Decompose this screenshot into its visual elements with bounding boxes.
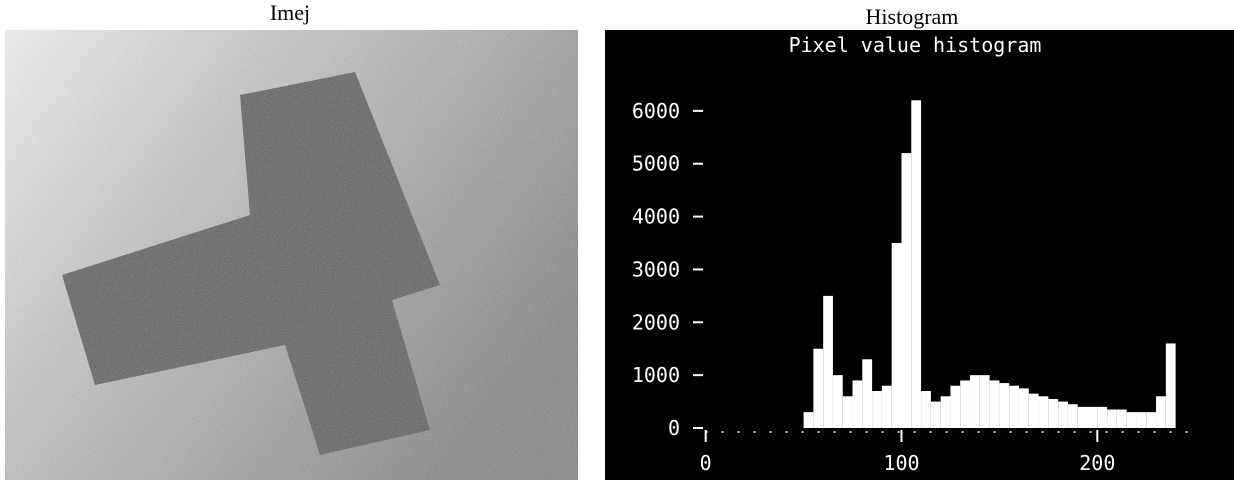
y-tick-label: 4000 [632, 205, 680, 229]
bar [833, 375, 843, 428]
chart-title: Pixel value histogram [789, 33, 1042, 57]
bar [853, 380, 863, 428]
bar [960, 380, 970, 428]
bar [1136, 412, 1146, 428]
bar [1029, 394, 1039, 428]
bar [872, 391, 882, 428]
image-caption: Imej [270, 0, 310, 25]
bar [921, 391, 931, 428]
y-tick-label: 5000 [632, 152, 680, 176]
bar [823, 296, 833, 428]
bar [882, 386, 892, 428]
bar [1048, 399, 1058, 428]
bar [1039, 396, 1049, 428]
bar [1009, 386, 1019, 428]
bar [941, 396, 951, 428]
bar [990, 380, 1000, 428]
bar [970, 375, 980, 428]
bar [911, 100, 921, 428]
bar [901, 153, 911, 428]
y-tick-label: 3000 [632, 257, 680, 281]
bar [1117, 410, 1127, 429]
bar [804, 412, 814, 428]
bar [1078, 407, 1088, 428]
bar [1019, 388, 1029, 428]
bar [1107, 410, 1117, 429]
bar [813, 349, 823, 428]
x-tick-label: 200 [1079, 451, 1115, 475]
bar [1166, 343, 1176, 428]
bar [1068, 404, 1078, 428]
figure: Imej Histogram Pixel value histogram 0 10… [0, 0, 1234, 480]
bar [1097, 407, 1107, 428]
bar [1146, 412, 1156, 428]
bar [1088, 407, 1098, 428]
y-tick-label: 0 [668, 416, 680, 440]
page: {"figure": {"image_caption": "Imej", "ch… [0, 0, 1234, 480]
bar [931, 402, 941, 428]
y-tick-label: 6000 [632, 99, 680, 123]
bar [999, 383, 1009, 428]
bar [1127, 412, 1137, 428]
x-tick-label: 0 [700, 451, 712, 475]
bar [892, 243, 902, 428]
y-tick-label: 1000 [632, 363, 680, 387]
chart-caption: Histogram [866, 4, 959, 29]
y-tick-label: 2000 [632, 310, 680, 334]
bar [950, 386, 960, 428]
photo [5, 30, 578, 480]
bar [862, 359, 872, 428]
bar [980, 375, 990, 428]
bar [1058, 402, 1068, 428]
bar [1156, 396, 1166, 428]
bar [843, 396, 853, 428]
x-tick-label: 100 [883, 451, 919, 475]
